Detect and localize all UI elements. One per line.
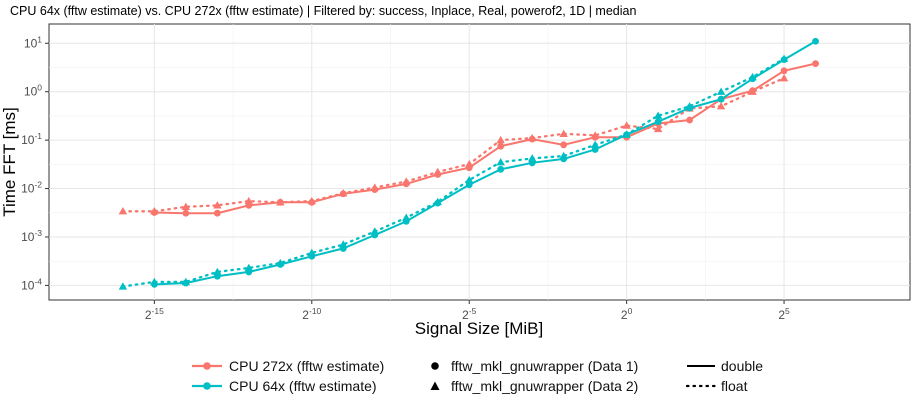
data-point-triangle [213,201,222,209]
y-tick-label: 100 [24,83,42,99]
solid-line-icon [687,365,715,367]
data-point-triangle [653,124,663,133]
circle-marker-icon [431,362,439,370]
data-point-triangle [402,213,411,221]
data-point-triangle [465,159,474,168]
y-axis-label: Time FFT [ms] [0,107,19,217]
data-point-triangle [244,196,254,205]
data-point-triangle [433,197,442,206]
legend-key-cpu272 [192,362,222,370]
data-point-triangle [716,87,726,95]
legend-label-cpu272: CPU 272x (fftw estimate) [229,358,385,374]
data-point-triangle [150,207,159,215]
data-point-triangle [527,133,537,142]
x-axis-label: Signal Size [MiB] [415,319,544,338]
y-tick-label: 10-1 [21,131,42,147]
triangle-marker-icon [430,381,440,390]
x-tick-label: 2-5 [462,306,477,322]
data-point-circle [717,95,725,103]
data-point-triangle [779,74,789,82]
legend-label-data2: fftw_mkl_gnuwrapper (Data 2) [451,378,639,394]
legend-label-data1: fftw_mkl_gnuwrapper (Data 1) [451,358,639,374]
data-point-triangle [496,158,505,166]
data-point-triangle [465,175,474,184]
legend-label-double: double [721,358,764,374]
data-point-triangle [779,54,789,62]
axes: 2-15 2-10 2-5 20 25 10-4 10-3 10-2 10-1 100 101 [21,34,790,322]
data-point-triangle [213,267,222,276]
plot-panel [48,23,911,301]
data-point-circle [812,37,819,45]
data-point-triangle [181,202,191,210]
series-line-2 [154,40,817,286]
data-point-triangle [307,248,316,257]
x-tick-label: 25 [778,306,790,322]
data-point-triangle [276,258,285,267]
data-point-triangle [496,135,505,144]
data-point-triangle [433,167,442,176]
legend-label-float: float [721,378,748,394]
legend-devices: CPU 272x (fftw estimate) CPU 64x (fftw e… [190,356,384,396]
data-point-triangle [590,140,600,148]
series-line-3 [121,57,786,288]
series-layer [118,37,819,290]
data-point-triangle [559,129,568,137]
x-tick-label: 20 [621,306,633,322]
data-point-triangle [118,282,128,290]
series-line-0 [154,62,816,215]
legend-item-data2: fftw_mkl_gnuwrapper (Data 2) [424,376,638,396]
data-point-triangle [685,102,694,110]
legend-item-data1: fftw_mkl_gnuwrapper (Data 1) [424,356,638,376]
data-point-circle [780,67,788,75]
data-point-circle [497,142,505,150]
legend-item-double: double [686,356,763,376]
legend-label-cpu64: CPU 64x (fftw estimate) [229,378,377,394]
data-point-triangle [370,227,379,235]
data-point-triangle [339,240,348,248]
data-point-circle [686,116,694,124]
legend-libraries: fftw_mkl_gnuwrapper (Data 1) fftw_mkl_gn… [424,356,638,396]
x-tick-label: 2-15 [145,306,164,322]
y-tick-label: 10-2 [21,180,42,196]
data-point-triangle [590,131,600,139]
data-point-triangle [748,72,757,81]
legend-item-float: float [686,376,763,396]
data-point-triangle [370,183,379,191]
data-point-triangle [716,102,726,110]
data-point-triangle [307,196,316,205]
data-point-triangle [339,189,348,197]
y-tick-label: 101 [24,34,42,50]
series-line-1 [121,77,786,213]
x-tick-label: 2-10 [302,306,321,322]
legend-precision: double float [686,356,763,396]
data-point-circle [182,209,190,217]
data-point-triangle [150,277,159,286]
data-point-triangle [559,151,568,160]
legend-key-cpu64 [192,382,222,390]
y-tick-label: 10-3 [21,228,42,244]
data-point-circle [497,165,505,173]
data-point-triangle [402,177,411,185]
legend-item-cpu272: CPU 272x (fftw estimate) [190,356,384,376]
data-point-triangle [622,121,631,129]
data-point-circle [213,209,221,217]
data-point-triangle [181,277,191,286]
chart-title: CPU 64x (fftw estimate) vs. CPU 272x (ff… [10,4,637,18]
y-tick-label: 10-4 [21,276,42,292]
data-point-triangle [276,198,285,206]
data-point-circle [560,141,568,149]
data-point-triangle [748,87,757,95]
data-point-triangle [244,263,254,272]
dotted-line-icon [686,384,716,388]
data-point-triangle [653,111,663,119]
data-point-triangle [622,130,631,138]
data-point-triangle [527,154,537,162]
data-point-triangle [118,207,128,215]
legend-item-cpu64: CPU 64x (fftw estimate) [190,376,384,396]
data-point-circle [812,60,819,68]
data-point-circle [654,118,662,126]
